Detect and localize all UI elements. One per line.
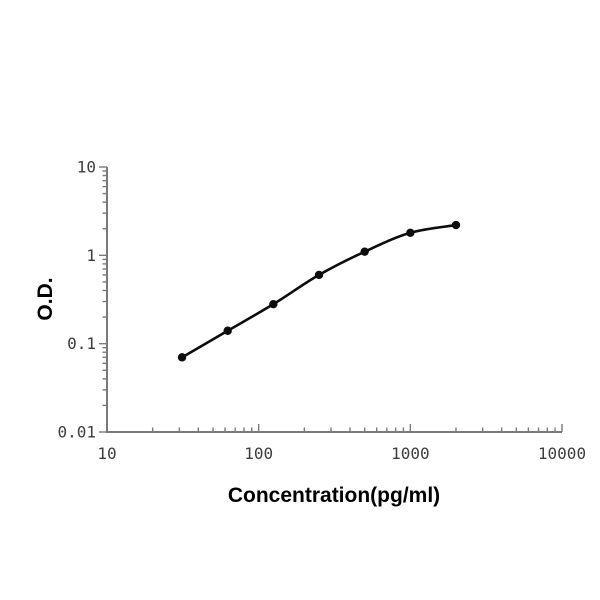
y-tick-label: 1 <box>86 246 96 265</box>
x-tick-label: 10 <box>97 444 116 463</box>
data-point <box>177 353 187 362</box>
x-tick-label: 1000 <box>391 444 430 463</box>
y-tick-label: 0.1 <box>67 334 96 353</box>
data-point <box>269 299 278 309</box>
y-tick-label: 0.01 <box>57 423 96 442</box>
data-point <box>406 228 415 237</box>
x-tick-label: 100 <box>244 444 273 463</box>
x-axis-title: Concentration(pg/ml) <box>227 484 441 507</box>
data-point <box>223 326 232 335</box>
y-tick-label: 10 <box>77 158 96 177</box>
data-point <box>314 270 324 280</box>
data-point <box>451 220 461 230</box>
x-tick-label: 10000 <box>538 444 586 463</box>
data-point <box>360 247 369 256</box>
standard-curve-line <box>180 223 458 359</box>
y-axis-title: O.D. <box>34 277 57 321</box>
